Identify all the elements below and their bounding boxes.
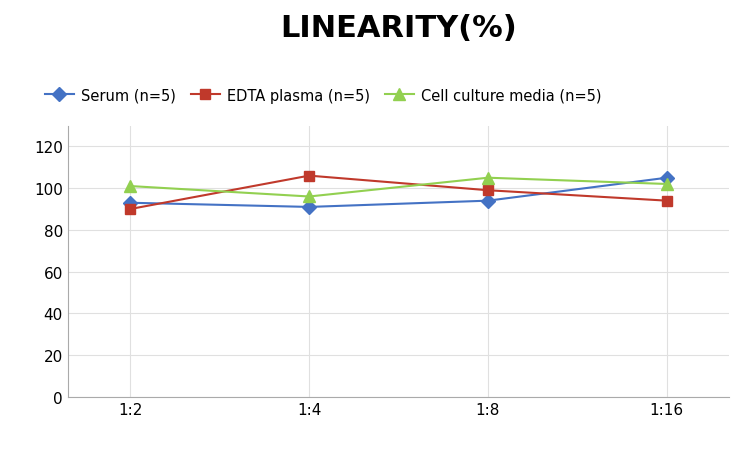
Serum (n=5) [484,198,493,204]
EDTA plasma (n=5) [305,174,314,179]
Cell culture media (n=5) [126,184,135,189]
EDTA plasma (n=5) [484,188,493,193]
Serum (n=5) [663,175,672,181]
EDTA plasma (n=5) [663,198,672,204]
Serum (n=5) [305,205,314,210]
Line: Cell culture media (n=5): Cell culture media (n=5) [125,173,672,202]
Cell culture media (n=5) [484,175,493,181]
Legend: Serum (n=5), EDTA plasma (n=5), Cell culture media (n=5): Serum (n=5), EDTA plasma (n=5), Cell cul… [45,88,602,103]
Line: Serum (n=5): Serum (n=5) [126,174,672,212]
Text: LINEARITY(%): LINEARITY(%) [280,14,517,42]
Cell culture media (n=5) [305,194,314,200]
EDTA plasma (n=5) [126,207,135,212]
Serum (n=5) [126,201,135,206]
Line: EDTA plasma (n=5): EDTA plasma (n=5) [126,171,672,214]
Cell culture media (n=5) [663,182,672,187]
